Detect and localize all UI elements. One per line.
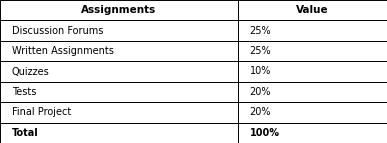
Bar: [0, 102, 238, 123]
Text: 20%: 20%: [250, 87, 271, 97]
Text: Discussion Forums: Discussion Forums: [12, 26, 103, 36]
Bar: [238, 0, 387, 20]
Bar: [238, 61, 387, 82]
Bar: [238, 82, 387, 102]
Text: Value: Value: [296, 5, 329, 15]
Bar: [0, 82, 238, 102]
Text: Tests: Tests: [12, 87, 36, 97]
Bar: [238, 102, 387, 123]
Bar: [0, 0, 238, 20]
Text: Quizzes: Quizzes: [12, 66, 50, 77]
Text: Final Project: Final Project: [12, 107, 71, 117]
Bar: [0, 41, 238, 61]
Bar: [0, 61, 238, 82]
Text: 20%: 20%: [250, 107, 271, 117]
Text: 25%: 25%: [250, 26, 271, 36]
Text: Written Assignments: Written Assignments: [12, 46, 113, 56]
Text: Assignments: Assignments: [81, 5, 157, 15]
Bar: [238, 123, 387, 143]
Bar: [0, 20, 238, 41]
Bar: [238, 41, 387, 61]
Text: 100%: 100%: [250, 128, 280, 138]
Bar: [238, 20, 387, 41]
Text: Total: Total: [12, 128, 38, 138]
Text: 25%: 25%: [250, 46, 271, 56]
Bar: [0, 123, 238, 143]
Text: 10%: 10%: [250, 66, 271, 77]
